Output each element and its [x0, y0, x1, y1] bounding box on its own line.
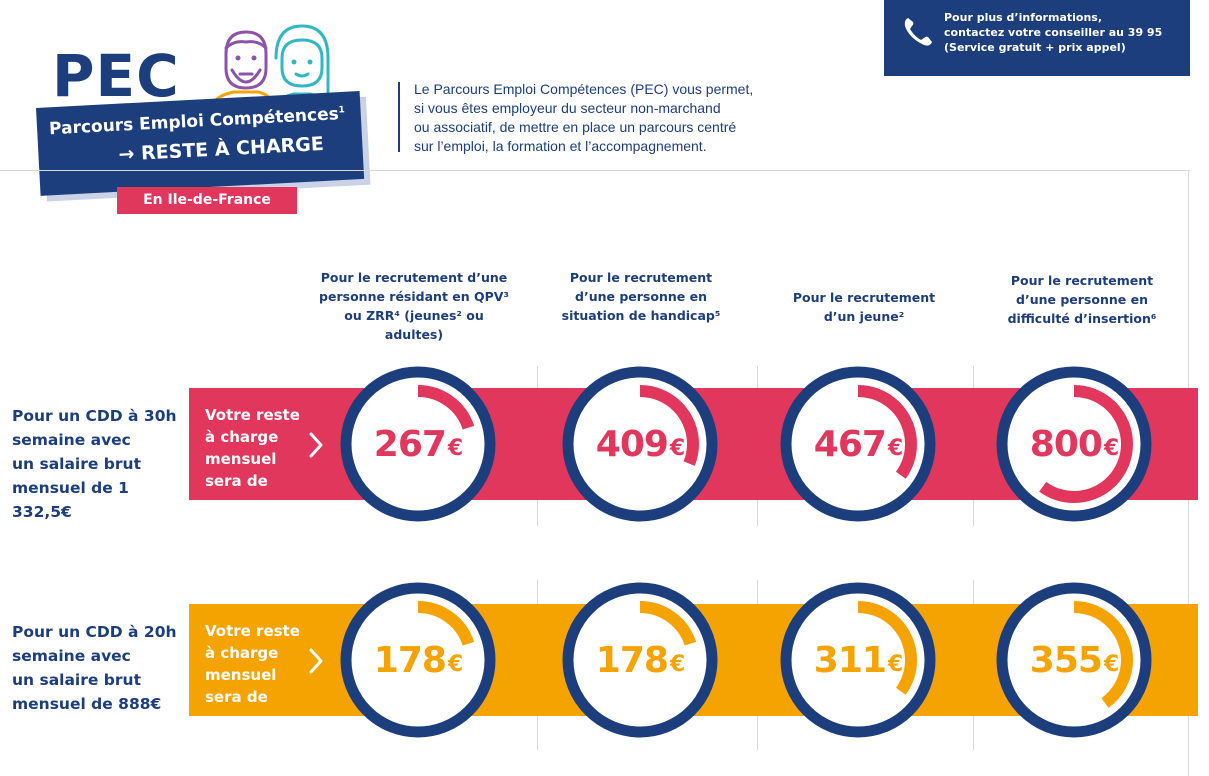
donut-ring	[996, 582, 1152, 738]
donut-fill-arc	[359, 601, 477, 719]
column-header-qpv-zrr: Pour le recrutement d’une personne résid…	[319, 270, 509, 342]
phone-icon	[904, 18, 932, 46]
contact-text: Pour plus d’informations, contactez votr…	[944, 11, 1163, 54]
amount-value: 800 €	[1029, 423, 1119, 465]
amount-donut: 800 €	[996, 366, 1152, 522]
donut-ring	[562, 366, 718, 522]
donut-outer-ring	[340, 582, 496, 738]
amount-value: 355 €	[1029, 639, 1119, 681]
donut-outer-ring	[996, 366, 1152, 522]
donut-ring	[780, 582, 936, 738]
pec-logo: PEC	[52, 42, 180, 110]
row-label-cdd-30h: Pour un CDD à 30h semaine avec un salair…	[12, 407, 177, 521]
amount-donut: 178 €	[340, 582, 496, 738]
amount-value: 178 €	[595, 639, 685, 681]
frame-top-border	[0, 170, 1190, 171]
amount-value: 267 €	[373, 423, 463, 465]
band-text: Votre reste à charge mensuel sera de	[205, 622, 300, 706]
amount-donut: 267 €	[340, 366, 496, 522]
band-text: Votre reste à charge mensuel sera de	[205, 406, 300, 490]
chevron-right-icon	[309, 432, 323, 458]
donut-ring	[996, 366, 1152, 522]
donut-fill-arc	[581, 385, 699, 503]
donut-fill-arc	[359, 385, 477, 503]
donut-fill-arc	[581, 601, 699, 719]
amount-donut: 467 €	[780, 366, 936, 522]
intro-text: Le Parcours Emploi Compétences (PEC) vou…	[414, 81, 754, 154]
chevron-right-icon	[309, 648, 323, 674]
region-badge: En Ile-de-France	[117, 187, 297, 214]
column-header-jeune: Pour le recrutement d’un jeune²	[792, 290, 936, 324]
intro-divider	[398, 82, 400, 152]
amount-donut: 409 €	[562, 366, 718, 522]
contact-box: Pour plus d’informations, contactez votr…	[884, 0, 1190, 76]
donut-outer-ring	[780, 582, 936, 738]
amount-value: 467 €	[813, 423, 903, 465]
donut-fill-arc	[1015, 385, 1133, 503]
donut-fill-arc	[799, 385, 917, 503]
title-banner: Parcours Emploi Compétences1 → RESTE À C…	[36, 91, 365, 196]
donut-fill-arc	[1015, 601, 1133, 719]
donut-fill-arc	[799, 601, 917, 719]
banner-subtitle: → RESTE À CHARGE	[117, 133, 325, 166]
donut-outer-ring	[996, 582, 1152, 738]
donut-ring	[340, 366, 496, 522]
column-header-insertion: Pour le recrutement d’une personne en di…	[1007, 273, 1157, 326]
amount-donut: 311 €	[780, 582, 936, 738]
amount-value: 178 €	[373, 639, 463, 681]
donut-outer-ring	[562, 582, 718, 738]
donut-outer-ring	[780, 366, 936, 522]
donut-ring	[562, 582, 718, 738]
amount-value: 311 €	[813, 639, 903, 681]
donut-ring	[340, 582, 496, 738]
donut-outer-ring	[340, 366, 496, 522]
row-label-cdd-20h: Pour un CDD à 20h semaine avec un salair…	[12, 623, 177, 713]
amount-donut: 178 €	[562, 582, 718, 738]
amount-value: 409 €	[595, 423, 685, 465]
donut-ring	[780, 366, 936, 522]
column-header-handicap: Pour le recrutement d’une personne en si…	[561, 270, 721, 323]
amount-donut: 355 €	[996, 582, 1152, 738]
donut-outer-ring	[562, 366, 718, 522]
